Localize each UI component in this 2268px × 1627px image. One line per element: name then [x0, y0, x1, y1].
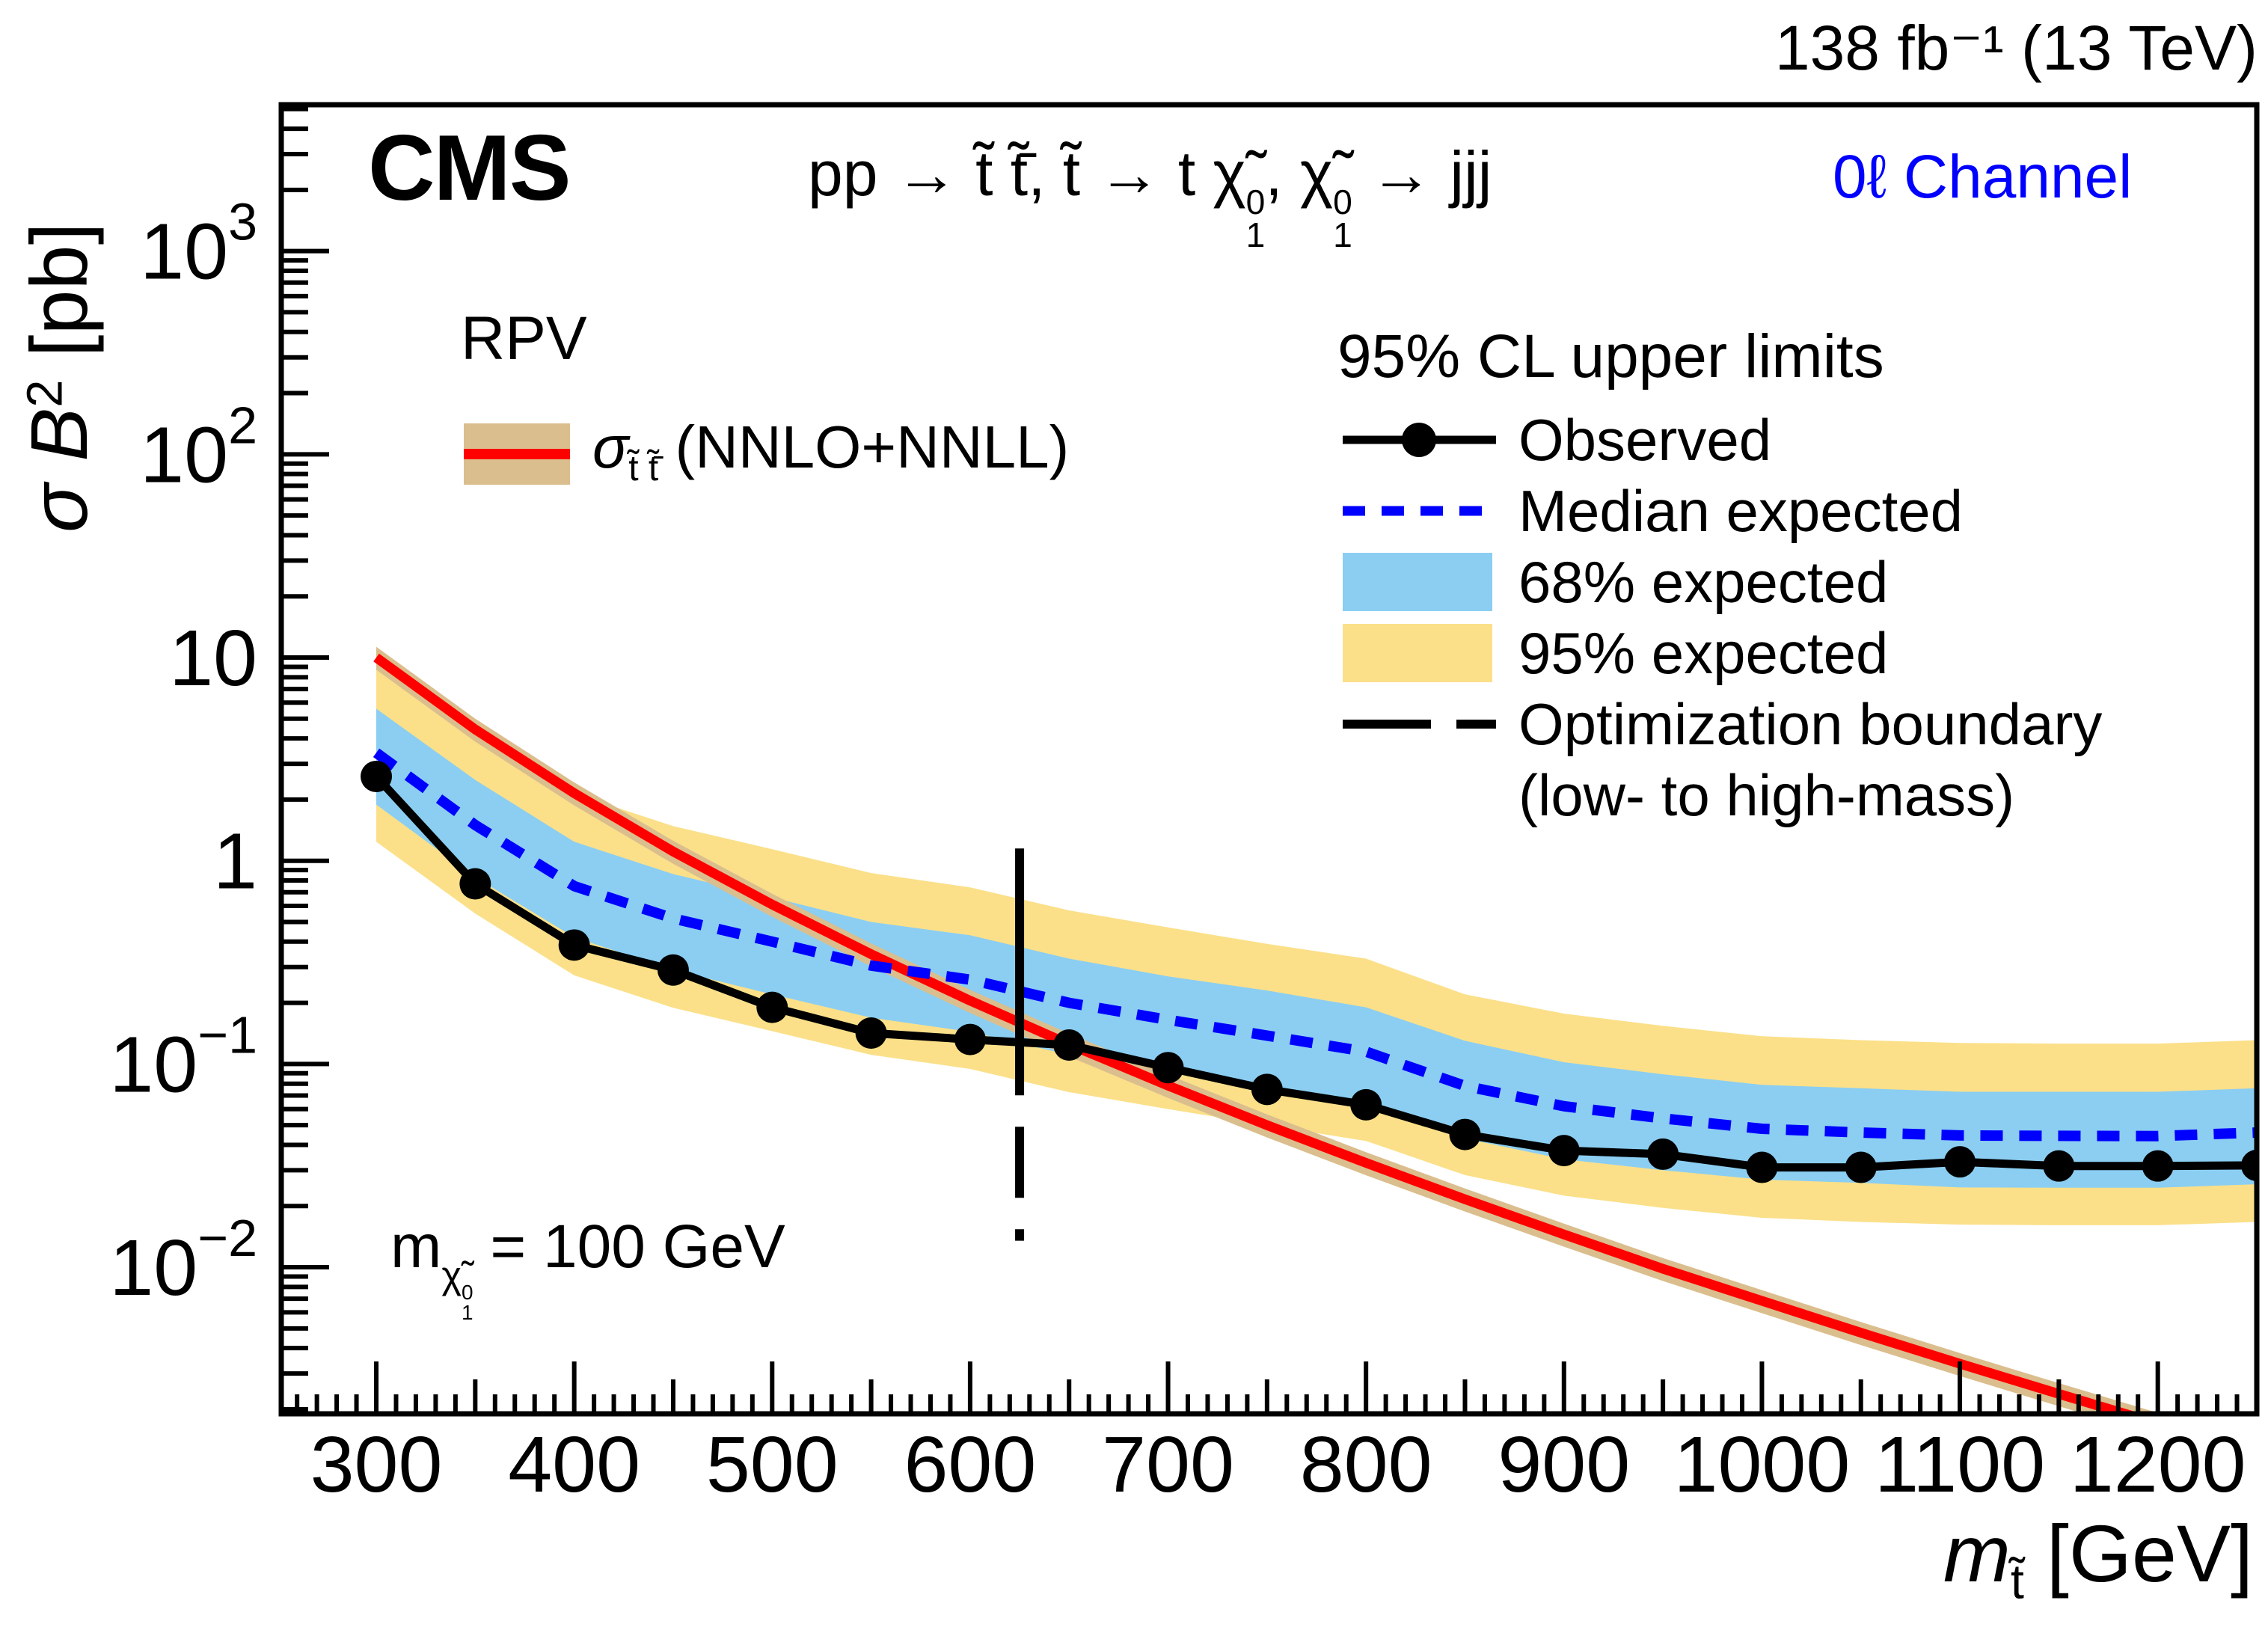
legend-row-boundary: Optimization boundary	[1343, 690, 2103, 757]
limits-legend-title: 95% CL upper limits	[1337, 322, 1884, 390]
x-axis-unit: [GeV]	[2023, 1508, 2253, 1599]
svg-text:1200: 1200	[2070, 1421, 2246, 1509]
legend-row-observed: Observed	[1343, 406, 1772, 473]
title-chi-2-sub: 1	[1333, 215, 1352, 255]
x-axis-title: mt̃ [GeV]	[1943, 1511, 2253, 1608]
median-swatch	[1343, 479, 1518, 543]
y-axis-exp: 2	[16, 379, 73, 408]
y-axis-unit: [pb]	[13, 222, 104, 380]
title-prefix: pp → t̃ t̃̄, t̃ → t	[808, 138, 1213, 209]
mass-chi-sub: 1	[462, 1300, 473, 1324]
svg-text:1000: 1000	[1674, 1421, 1851, 1509]
svg-text:103: 103	[140, 193, 257, 296]
band68-swatch	[1343, 550, 1518, 614]
svg-text:400: 400	[508, 1421, 640, 1509]
svg-text:10−2: 10−2	[109, 1209, 257, 1312]
legend-label-observed: Observed	[1518, 406, 1772, 473]
legend-label-boundary-cont: (low- to high-mass)	[1518, 762, 2015, 828]
theory-line-swatch	[464, 449, 570, 459]
band95-box-icon	[1343, 624, 1492, 682]
legend-row-boundary-cont: (low- to high-mass)	[1343, 762, 2015, 828]
sigma-symbol: σ	[592, 414, 629, 480]
mass-chi: χ̃ 0 1	[441, 1253, 473, 1323]
sigma-subscript: t̃ t̃̄	[628, 449, 659, 488]
svg-text:10−1: 10−1	[109, 1005, 257, 1109]
title-suffix: → jjj	[1352, 138, 1492, 209]
channel-label: 0ℓ Channel	[1833, 143, 2133, 211]
svg-text:1100: 1100	[1875, 1421, 2045, 1509]
svg-text:10: 10	[169, 614, 257, 702]
theory-band-swatch	[464, 423, 570, 485]
mass-chi-sup: 0	[462, 1281, 473, 1305]
legend-row-95: 95% expected	[1343, 619, 1889, 686]
y-axis-sigma: σ	[13, 483, 104, 533]
legend-label-68: 68% expected	[1518, 548, 1889, 615]
title-chi-2-sup: 0	[1333, 183, 1352, 222]
x-axis-m: m	[1943, 1508, 2011, 1599]
x-axis-stop-sub: t̃	[2010, 1554, 2024, 1609]
boundary-swatch	[1343, 692, 1518, 756]
legend-label-median: Median expected	[1518, 477, 1964, 544]
title-chi-1-sub: 1	[1245, 215, 1266, 255]
rpv-legend-title: RPV	[461, 304, 587, 373]
legend-row-median: Median expected	[1343, 477, 1964, 544]
theory-legend-label: σt̃ t̃̄ (NNLO+NNLL)	[592, 416, 1069, 488]
svg-text:500: 500	[706, 1421, 839, 1509]
title-mid: ,	[1265, 138, 1300, 209]
y-axis-B: B	[13, 407, 104, 462]
svg-text:900: 900	[1498, 1421, 1630, 1509]
cms-logo: CMS	[368, 117, 571, 220]
legend-row-68: 68% expected	[1343, 548, 1889, 615]
band95-swatch	[1343, 621, 1518, 685]
neutralino-mass-label: mχ̃ 0 1 = 100 GeV	[390, 1213, 785, 1323]
svg-text:800: 800	[1300, 1421, 1432, 1509]
svg-text:1: 1	[213, 818, 257, 906]
band68-box-icon	[1343, 553, 1492, 611]
legend-label-95: 95% expected	[1518, 619, 1889, 686]
boundary-dash-icon	[1343, 720, 1496, 729]
mass-value: = 100 GeV	[473, 1213, 785, 1281]
legend-label-boundary: Optimization boundary	[1518, 690, 2103, 757]
median-dashed-line-icon	[1343, 506, 1496, 516]
process-title: pp → t̃ t̃̄, t̃ → t χ̃ 0 1, χ̃ 0 1 → jjj	[808, 141, 1492, 252]
theory-order-label: (NNLO+NNLL)	[658, 414, 1070, 480]
luminosity-label: 138 fb⁻¹ (13 TeV)	[1774, 13, 2258, 83]
observed-swatch	[1343, 408, 1518, 472]
svg-text:300: 300	[310, 1421, 443, 1509]
svg-text:102: 102	[140, 396, 257, 499]
title-chi-2: χ̃	[1299, 138, 1334, 209]
boundary-swatch-empty	[1343, 763, 1518, 827]
mass-m: m	[390, 1213, 442, 1281]
title-chi-1-sup: 0	[1245, 183, 1266, 222]
y-axis-title: σ B2 [pb]	[13, 222, 104, 533]
svg-text:600: 600	[904, 1421, 1036, 1509]
mass-chi-symbol: χ̃	[441, 1253, 462, 1296]
svg-text:700: 700	[1102, 1421, 1234, 1509]
title-chi-1: χ̃	[1213, 138, 1246, 209]
observed-marker-icon	[1402, 423, 1436, 457]
